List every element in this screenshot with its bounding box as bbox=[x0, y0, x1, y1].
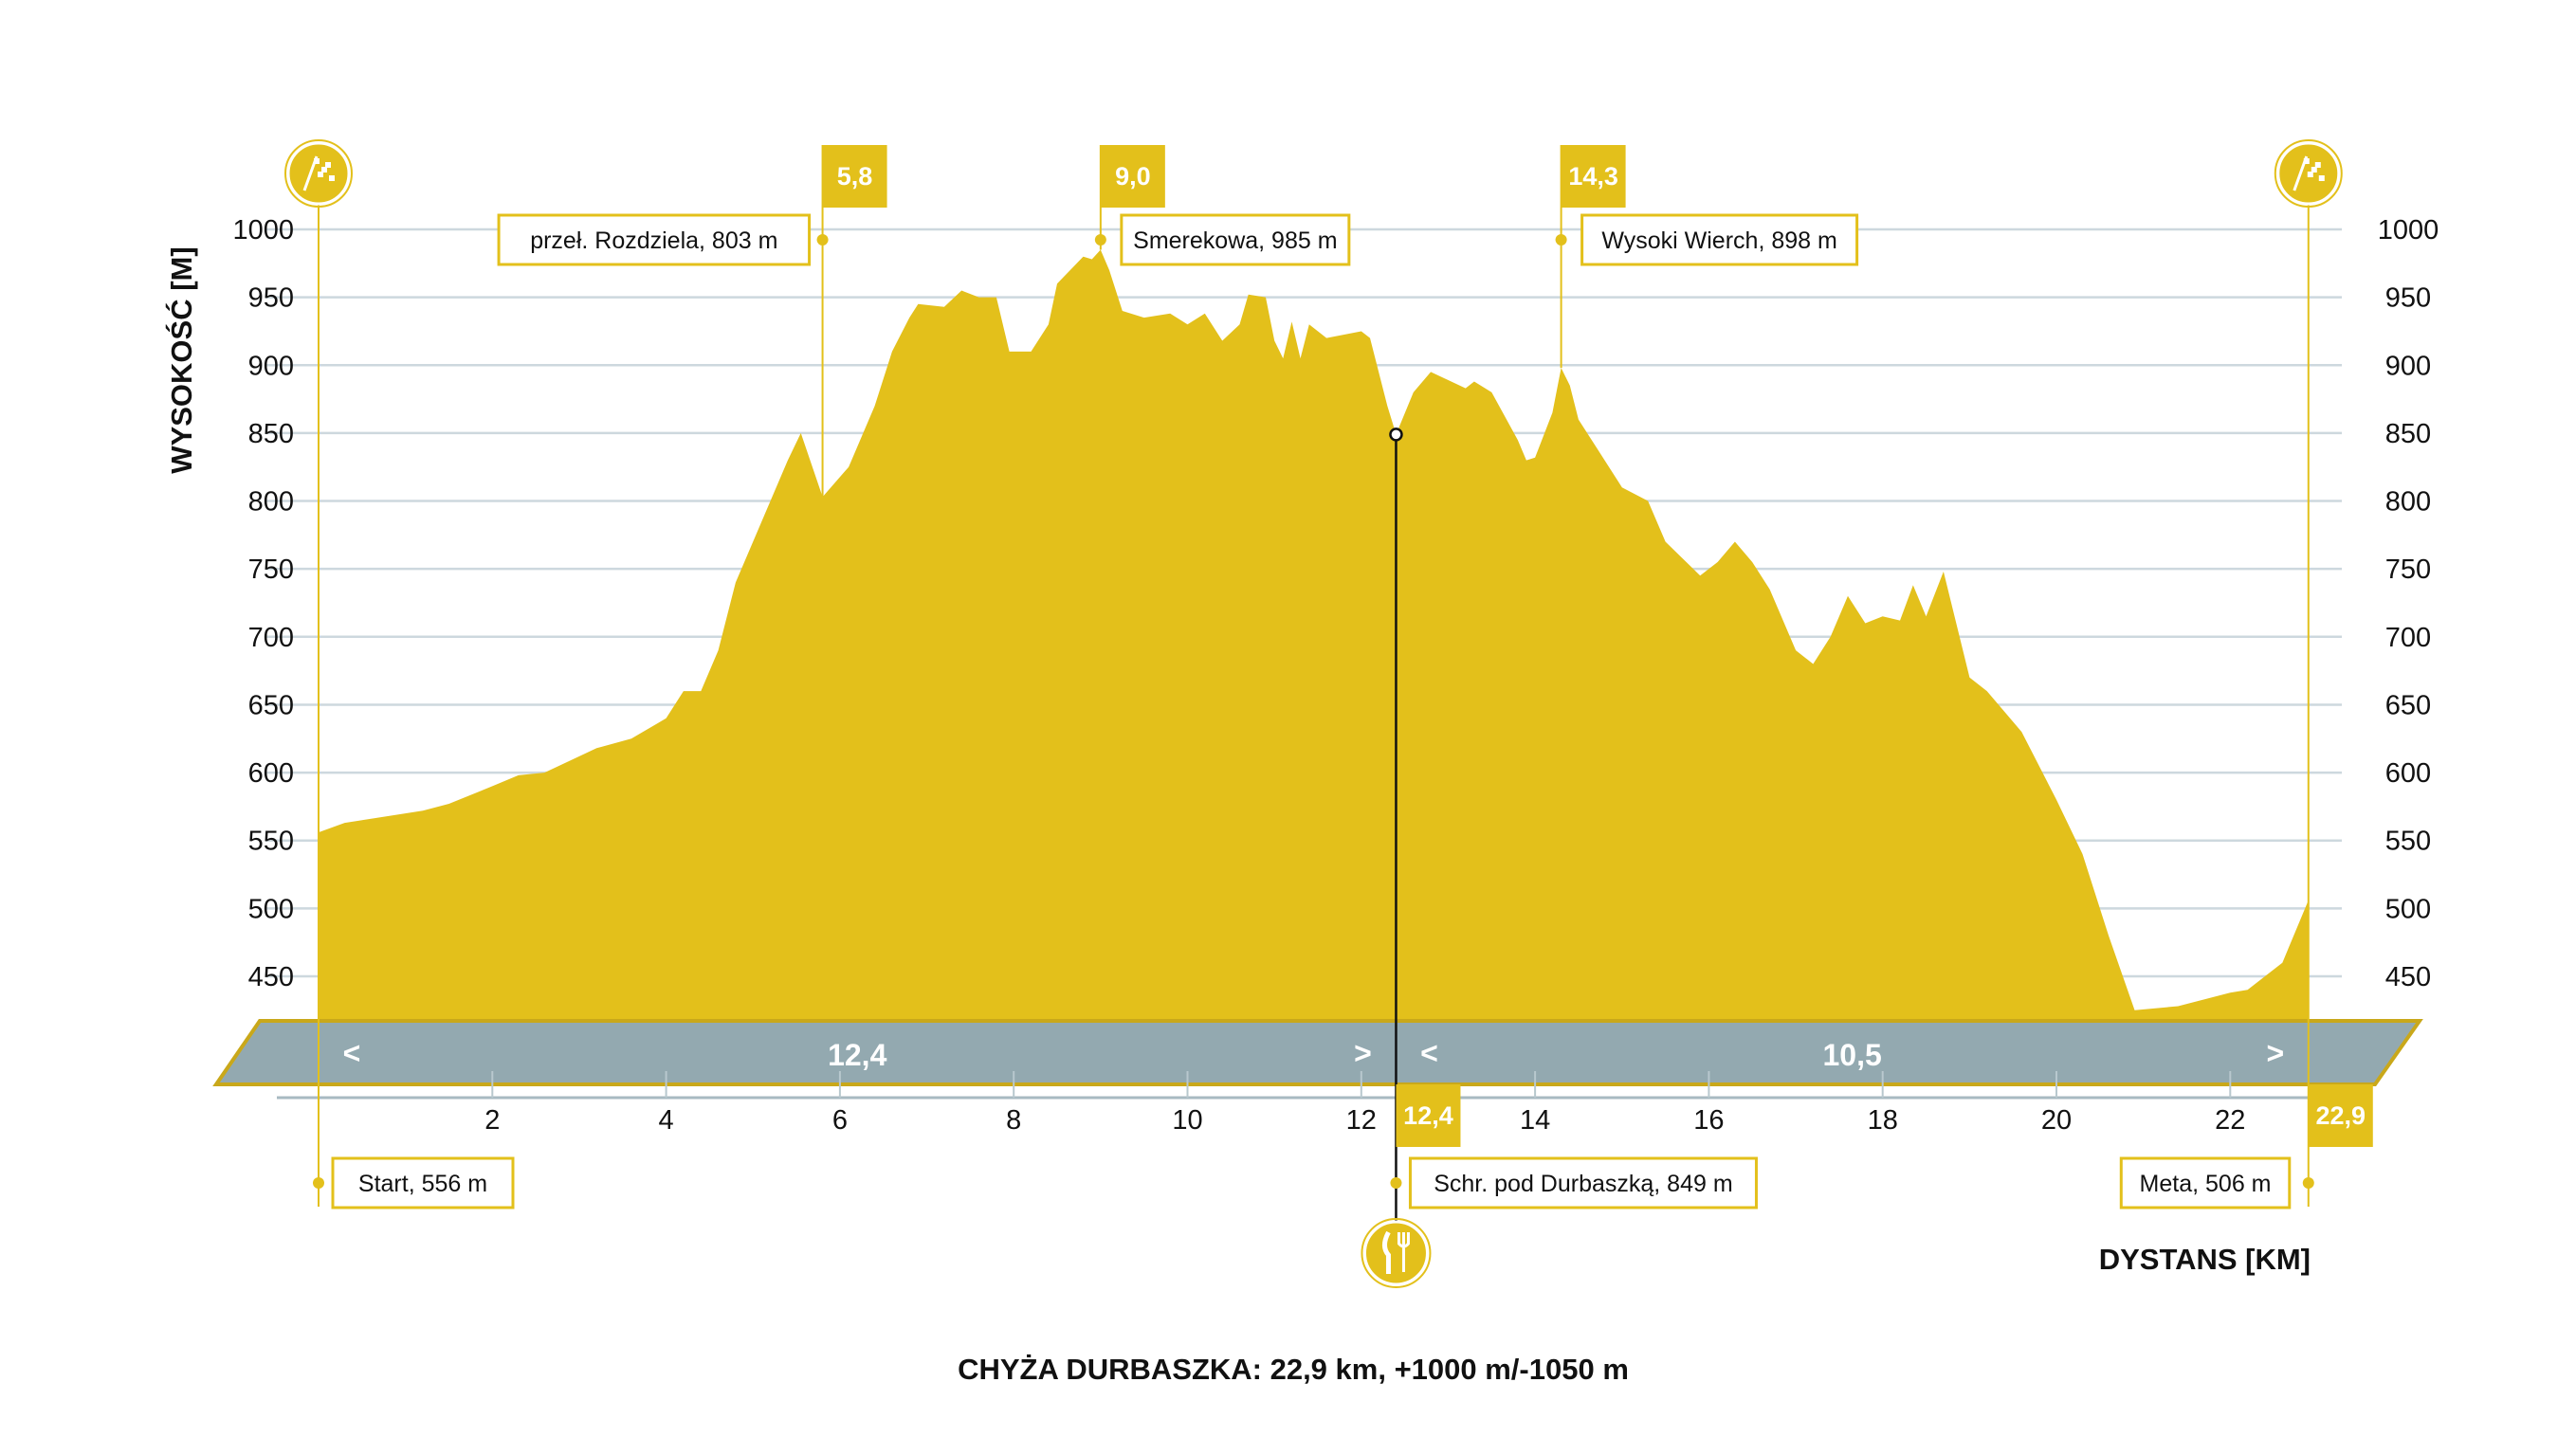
km-badge-label: 14,3 bbox=[1568, 162, 1618, 191]
segment-arrow-right: > bbox=[1354, 1036, 1372, 1070]
y-tick-label-right: 450 bbox=[2385, 962, 2431, 992]
y-tick-label-left: 800 bbox=[248, 487, 294, 518]
icon-ring bbox=[2274, 139, 2343, 208]
y-tick-label-left: 600 bbox=[248, 758, 294, 789]
flag-square bbox=[329, 175, 335, 181]
x-tick-label: 18 bbox=[1868, 1105, 1898, 1136]
marker-dot bbox=[1390, 1177, 1402, 1189]
chart-title: CHYŻA DURBASZKA: 22,9 km, +1000 m/-1050 … bbox=[958, 1353, 1629, 1386]
marker-label-box bbox=[2119, 1156, 2292, 1209]
km-badge bbox=[2308, 1084, 2373, 1147]
marker-label: Smerekowa, 985 m bbox=[1133, 227, 1337, 254]
y-tick-label-left: 450 bbox=[248, 962, 294, 992]
knife bbox=[1381, 1230, 1391, 1274]
marker-dot bbox=[816, 234, 829, 246]
y-tick-label-left: 650 bbox=[248, 690, 294, 720]
x-tick-label: 14 bbox=[1520, 1105, 1550, 1136]
fork bbox=[1397, 1232, 1410, 1272]
y-tick-label-right: 600 bbox=[2385, 758, 2431, 789]
y-tick-label-left: 900 bbox=[248, 351, 294, 381]
icon-ring bbox=[284, 139, 353, 208]
axes: 450 450 500 500 550 550 600 600 650 650 700 700 750 7… bbox=[232, 215, 2439, 1136]
marker-label-box bbox=[331, 1156, 515, 1209]
segment-arrow-left: < bbox=[343, 1036, 361, 1070]
y-tick-label-left: 950 bbox=[248, 283, 294, 314]
flag-square bbox=[314, 158, 320, 164]
marker-label-box bbox=[1120, 213, 1351, 266]
y-tick-label-right: 850 bbox=[2385, 419, 2431, 449]
flag-square bbox=[2307, 172, 2313, 177]
marker-label-box bbox=[1408, 1156, 1758, 1209]
x-tick-label: 22 bbox=[2215, 1105, 2245, 1136]
flag-square bbox=[2318, 175, 2325, 181]
km-badge-label: 22,9 bbox=[2316, 1101, 2366, 1130]
km-badge bbox=[1100, 145, 1165, 208]
marker-label-box bbox=[497, 213, 812, 266]
x-tick-label: 6 bbox=[832, 1105, 848, 1136]
x-tick-label: 20 bbox=[2041, 1105, 2072, 1136]
marker-label: Schr. pod Durbaszką, 849 m bbox=[1434, 1171, 1732, 1197]
marker-dot bbox=[313, 1177, 324, 1189]
y-tick-label-right: 950 bbox=[2385, 283, 2431, 314]
flag-square bbox=[318, 172, 323, 177]
marker-label-box bbox=[1580, 213, 1859, 266]
flag-square bbox=[2311, 167, 2317, 173]
checkered-flag-icon bbox=[284, 139, 353, 208]
x-tick-label: 10 bbox=[1172, 1105, 1202, 1136]
y-tick-label-left: 500 bbox=[248, 894, 294, 924]
km-badge-label: 9,0 bbox=[1115, 162, 1151, 191]
x-axis-label: DYSTANS [KM] bbox=[2099, 1243, 2311, 1276]
markers: 5,8 przeł. Rozdziela, 803 m 9,0 Smerekowa, … bbox=[284, 139, 2373, 1288]
y-tick-label-right: 550 bbox=[2385, 827, 2431, 857]
segment-arrow-left: < bbox=[1420, 1036, 1438, 1070]
y-tick-label-right: 500 bbox=[2385, 894, 2431, 924]
y-tick-label-left: 1000 bbox=[232, 215, 294, 246]
marker-dot bbox=[2302, 1177, 2314, 1189]
km-badge bbox=[822, 145, 887, 208]
y-tick-label-left: 550 bbox=[248, 827, 294, 857]
marker-point bbox=[1389, 427, 1403, 442]
flag-square bbox=[2314, 162, 2321, 168]
y-tick-label-left: 750 bbox=[248, 555, 294, 585]
fork-knife-icon bbox=[1361, 1218, 1432, 1288]
marker-dot bbox=[1094, 234, 1106, 246]
km-badge-label: 5,8 bbox=[837, 162, 873, 191]
marker-label: Start, 556 m bbox=[358, 1171, 487, 1197]
segment-arrow-right: > bbox=[2266, 1036, 2284, 1070]
x-tick-label: 16 bbox=[1693, 1105, 1724, 1136]
flag-square bbox=[325, 162, 331, 168]
y-tick-label-right: 700 bbox=[2385, 623, 2431, 653]
segment-band-shape bbox=[212, 1019, 2423, 1086]
flag-square bbox=[2303, 158, 2310, 164]
marker-dot bbox=[1555, 234, 1567, 246]
segment-band: 12,4 < >10,5 < > bbox=[212, 1019, 2423, 1086]
segment-length-label: 10,5 bbox=[1822, 1038, 1881, 1072]
km-badge bbox=[1561, 145, 1626, 208]
km-badge-label: 12,4 bbox=[1403, 1101, 1453, 1130]
icon-ring bbox=[1361, 1218, 1432, 1288]
y-tick-label-right: 800 bbox=[2385, 487, 2431, 518]
flag-square bbox=[321, 167, 327, 173]
y-tick-label-left: 850 bbox=[248, 419, 294, 449]
km-badge bbox=[1396, 1084, 1461, 1147]
x-tick-label: 8 bbox=[1006, 1105, 1021, 1136]
y-tick-label-right: 650 bbox=[2385, 690, 2431, 720]
icon-circle bbox=[1362, 1220, 1429, 1286]
x-tick-label: 12 bbox=[1346, 1105, 1377, 1136]
elevation-area bbox=[319, 249, 2309, 1021]
marker-label: Meta, 506 m bbox=[2140, 1171, 2272, 1197]
x-tick-label: 2 bbox=[484, 1105, 500, 1136]
x-tick-label: 4 bbox=[659, 1105, 674, 1136]
y-tick-label-right: 750 bbox=[2385, 555, 2431, 585]
checkered-flag-icon bbox=[2274, 139, 2343, 208]
segment-length-label: 12,4 bbox=[828, 1038, 886, 1072]
marker-label: Wysoki Wierch, 898 m bbox=[1601, 227, 1836, 254]
y-tick-label-right: 1000 bbox=[2378, 215, 2439, 246]
y-axis-label: WYSOKOŚĆ [M] bbox=[164, 246, 198, 473]
marker-label: przeł. Rozdziela, 803 m bbox=[530, 227, 777, 254]
y-tick-label-right: 900 bbox=[2385, 351, 2431, 381]
y-tick-label-left: 700 bbox=[248, 623, 294, 653]
